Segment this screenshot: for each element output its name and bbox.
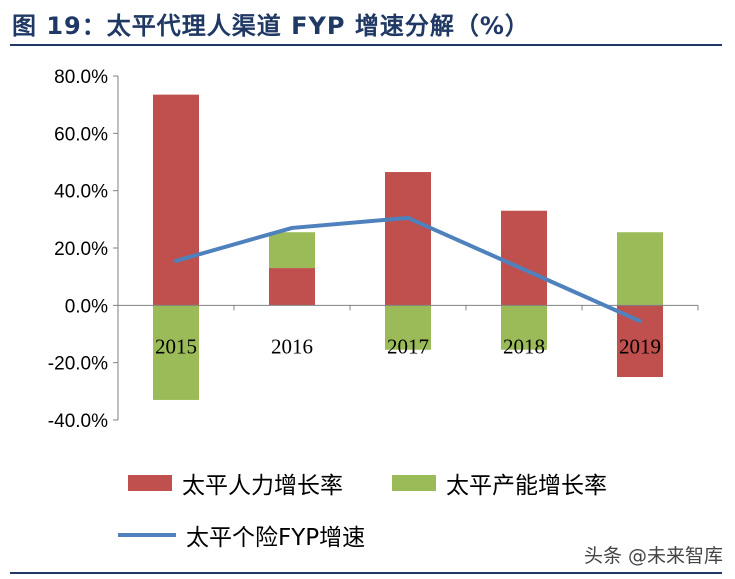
y-tick-label: -40.0% [48, 411, 108, 432]
x-tick-label: 2017 [387, 334, 429, 358]
bar-agent-growth-2017 [385, 172, 431, 306]
y-tick-label: 60.0% [54, 124, 108, 145]
y-tick-label: 40.0% [54, 182, 108, 203]
point-fyp-growth-2019 [638, 319, 642, 323]
bar-productivity-growth-2015 [153, 305, 199, 400]
figure-title: 图 19：太平代理人渠道 FYP 增速分解（%） [12, 12, 530, 40]
legend-item-productivity-growth: 太平产能增长率 [392, 466, 607, 500]
legend-label-productivity-growth: 太平产能增长率 [446, 473, 607, 499]
bar-productivity-growth-2016 [269, 232, 315, 269]
bar-productivity-growth-2019 [617, 232, 663, 306]
x-tick-label: 2015 [155, 334, 197, 358]
legend-label-fyp-growth: 太平个险FYP增速 [186, 525, 366, 551]
legend-item-fyp-growth: 太平个险FYP增速 [118, 518, 365, 552]
x-tick-label: 2016 [271, 334, 313, 358]
point-fyp-growth-2016 [290, 226, 294, 230]
x-tick-label: 2018 [503, 334, 545, 358]
bottom-rule [10, 572, 722, 574]
legend-item-agent-growth: 太平人力增长率 [128, 466, 343, 500]
bar-productivity-growth-2017 [385, 305, 431, 350]
y-tick-label: 80.0% [54, 67, 108, 88]
legend-line-fyp-growth [118, 533, 176, 537]
legend-swatch-productivity-growth [392, 475, 436, 491]
bar-productivity-growth-2018 [501, 305, 547, 350]
legend-label-agent-growth: 太平人力增长率 [182, 473, 343, 499]
point-fyp-growth-2015 [174, 259, 178, 263]
title-rule [10, 44, 722, 46]
watermark: 头条 @未来智库 [583, 545, 723, 567]
bar-agent-growth-2015 [153, 94, 199, 306]
bar-agent-growth-2016 [269, 268, 315, 306]
point-fyp-growth-2018 [522, 268, 526, 271]
point-fyp-growth-2017 [406, 216, 410, 220]
y-tick-label: 20.0% [54, 239, 108, 260]
y-tick-label: 0.0% [65, 296, 108, 317]
x-tick-label: 2019 [619, 334, 661, 358]
bar-agent-growth-2019 [617, 305, 663, 377]
y-tick-label: -20.0% [48, 354, 108, 375]
legend-swatch-agent-growth [128, 475, 172, 491]
bar-agent-growth-2018 [501, 210, 547, 306]
